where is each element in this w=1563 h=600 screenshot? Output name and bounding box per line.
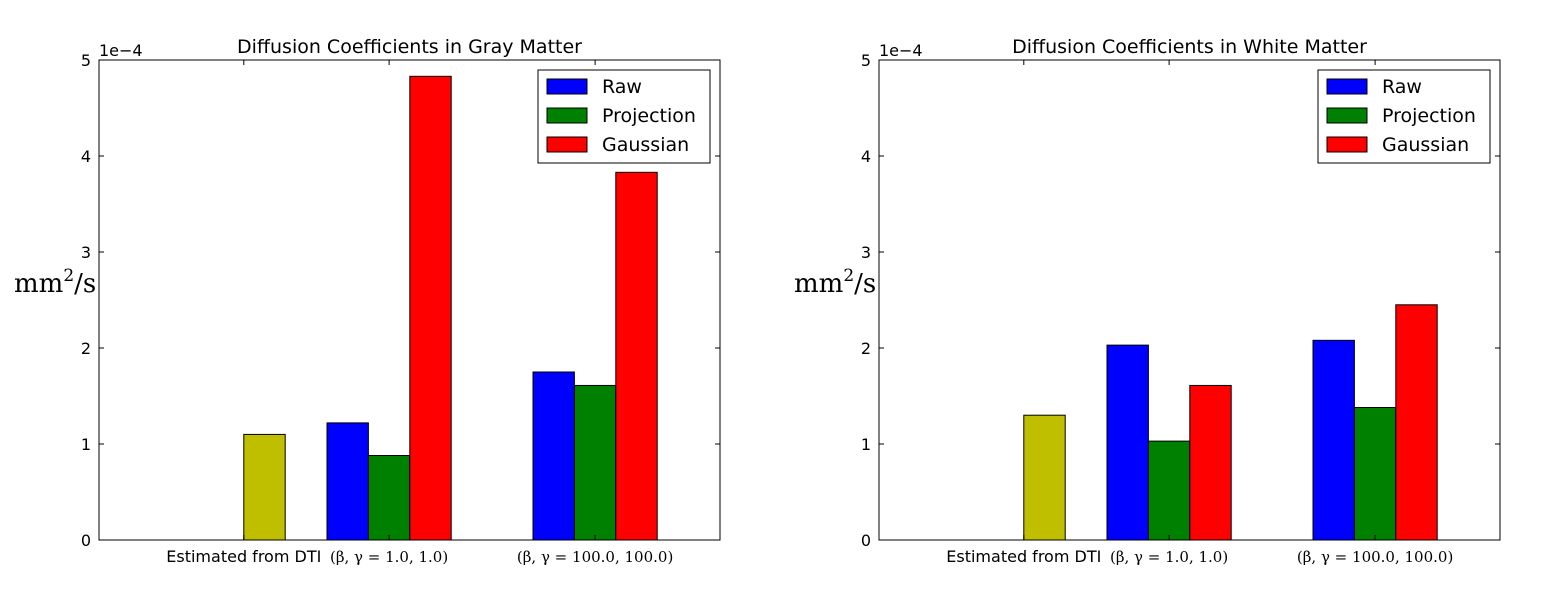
y-tick-label: 2	[861, 339, 871, 358]
bar-raw-3	[532, 371, 575, 541]
y-offset-text: 1e−4	[99, 41, 143, 60]
bar-dti-estimate	[243, 433, 286, 541]
bars-group	[1023, 304, 1438, 541]
y-tick-label: 1	[81, 435, 91, 454]
y-offset-text: 1e−4	[879, 41, 923, 60]
y-tick-label: 4	[861, 147, 871, 166]
y-label-base: mm	[794, 269, 843, 299]
y-tick-label: 5	[81, 51, 91, 70]
legend-label-gaussian: Gaussian	[602, 134, 689, 156]
legend-swatch-gaussian	[546, 136, 588, 153]
x-tick-label: (β, γ = 1.0, 1.0)	[330, 548, 448, 566]
y-label-base: mm	[14, 269, 63, 299]
y-axis-label: mm2/s	[794, 266, 876, 299]
bar-projection-3	[573, 384, 617, 541]
y-label-unit: /s	[74, 269, 96, 299]
legend-swatch-raw	[546, 78, 588, 95]
legend-label-projection: Projection	[602, 105, 696, 127]
bar-dti-estimate	[1023, 414, 1066, 541]
bar-gaussian-3	[1395, 304, 1438, 541]
bar-projection-3	[1353, 407, 1397, 541]
bar-raw-2	[1106, 344, 1149, 541]
legend-label-raw: Raw	[602, 76, 642, 98]
bar-gaussian-2	[409, 75, 452, 541]
legend-swatch-projection	[1326, 107, 1368, 124]
bar-raw-2	[326, 422, 369, 541]
bar-gaussian-2	[1189, 384, 1232, 541]
legend-swatch-projection	[546, 107, 588, 124]
x-tick-label: (β, γ = 1.0, 1.0)	[1110, 548, 1228, 566]
y-axis-label: mm2/s	[14, 266, 96, 299]
y-label-exponent: 2	[63, 266, 74, 286]
chart-title: Diffusion Coefficients in Gray Matter	[237, 36, 582, 58]
legend: Raw Projection Gaussian	[1317, 69, 1491, 164]
bar-projection-2	[367, 455, 411, 541]
y-tick-label: 1	[861, 435, 871, 454]
y-tick-label: 3	[81, 243, 91, 262]
y-tick-label: 0	[861, 531, 871, 550]
chart-title: Diffusion Coefficients in White Matter	[1012, 36, 1367, 58]
x-tick-label: Estimated from DTI	[166, 547, 321, 566]
y-tick-label: 4	[81, 147, 91, 166]
y-tick-label: 5	[861, 51, 871, 70]
legend: Raw Projection Gaussian	[537, 69, 711, 164]
legend-label-projection: Projection	[1382, 105, 1476, 127]
y-tick-label: 2	[81, 339, 91, 358]
x-tick-label: Estimated from DTI	[946, 547, 1101, 566]
y-tick-label: 3	[861, 243, 871, 262]
y-label-exponent: 2	[843, 266, 854, 286]
legend-label-raw: Raw	[1382, 76, 1422, 98]
y-tick-label: 0	[81, 531, 91, 550]
x-tick-label: (β, γ = 100.0, 100.0)	[1297, 548, 1453, 566]
legend-swatch-gaussian	[1326, 136, 1368, 153]
bar-projection-2	[1147, 440, 1191, 541]
legend-label-gaussian: Gaussian	[1382, 134, 1469, 156]
legend-swatch-raw	[1326, 78, 1368, 95]
y-label-unit: /s	[854, 269, 876, 299]
bar-raw-3	[1312, 339, 1355, 541]
x-tick-label: (β, γ = 100.0, 100.0)	[517, 548, 673, 566]
bar-gaussian-3	[615, 171, 658, 541]
